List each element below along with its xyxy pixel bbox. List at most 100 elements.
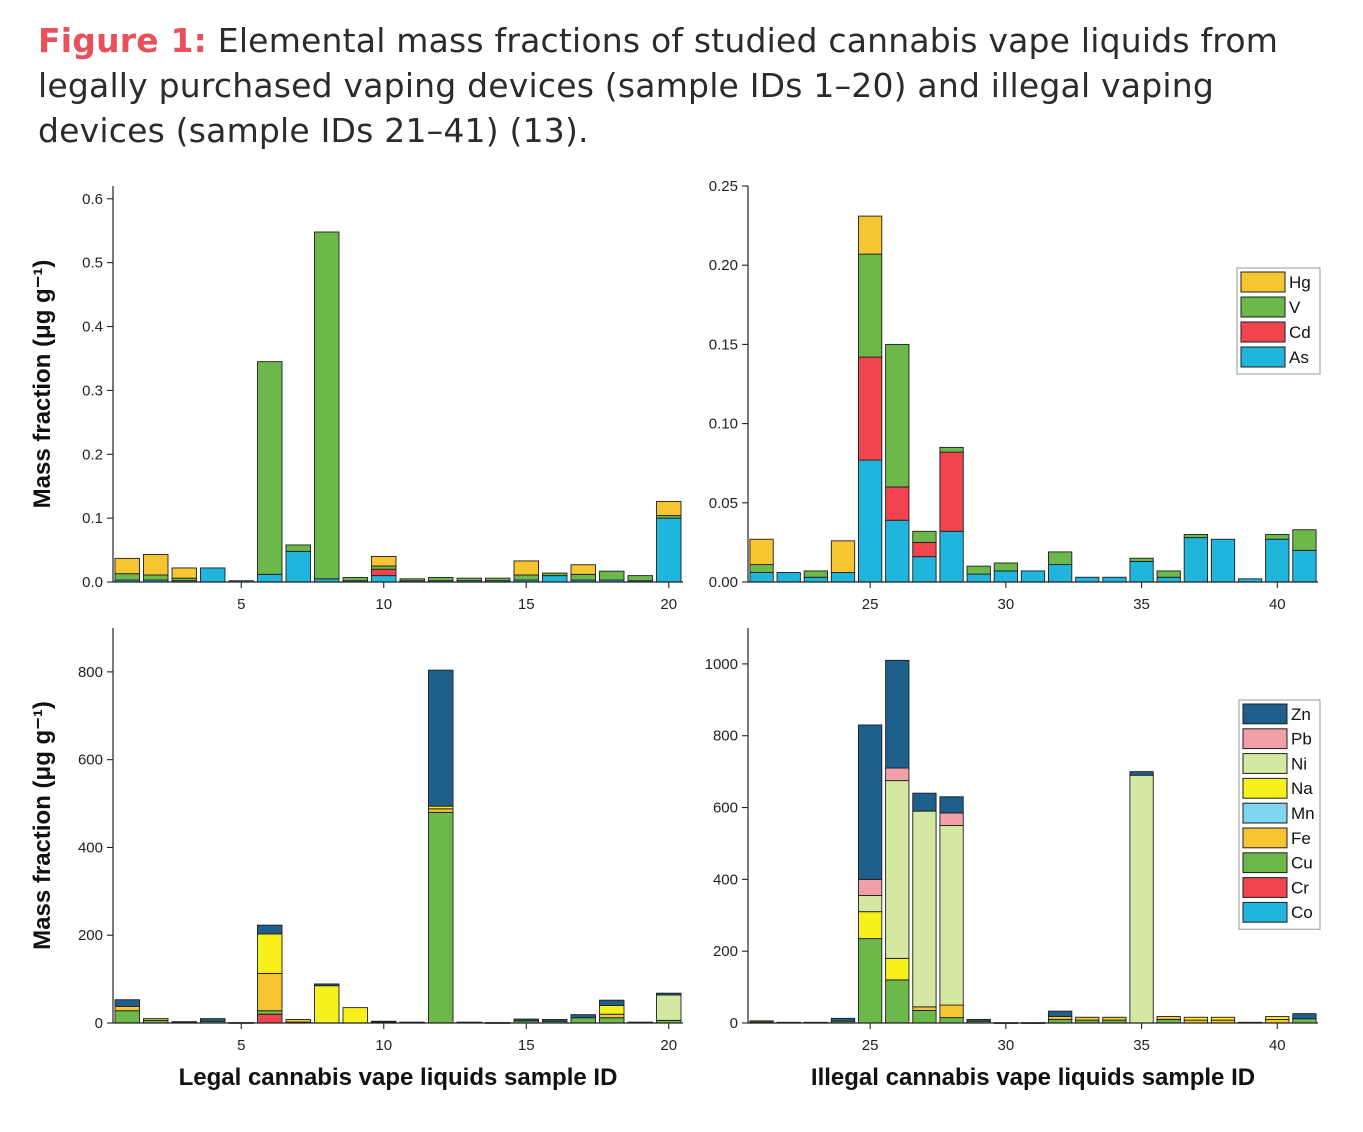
- bar-bottom-right-sample-28-Cu: [939, 1017, 964, 1024]
- y-tick-label: 0.5: [82, 255, 103, 272]
- bar-bottom-left-sample-7-Fe: [285, 1019, 311, 1023]
- bar-top-left-sample-17-V: [570, 573, 596, 581]
- bar-bottom-right-sample-25-Cu: [858, 938, 883, 1024]
- y-tick-label: 0.10: [709, 416, 738, 433]
- chart-bottom-left: 0 200 400 600 800 5 10 15 20 Mass fraction (μg g⁻…: [29, 628, 683, 1091]
- bar-top-left-sample-6-As: [257, 573, 283, 583]
- bar-bottom-right-sample-25-Na: [858, 911, 883, 940]
- bar-top-right-sample-31-As: [1020, 570, 1046, 583]
- bar-top-left-sample-3-Hg: [171, 567, 197, 579]
- bar-top-right-sample-37-As: [1183, 537, 1208, 583]
- bar-bottom-left-sample-1-Cu: [114, 1010, 140, 1024]
- y-tick-label: 0.20: [709, 257, 738, 274]
- bar-bottom-right-sample-27-Fe: [912, 1006, 937, 1011]
- bar-top-right-sample-26-V: [885, 343, 910, 488]
- bar-top-right-sample-27-Cd: [912, 541, 937, 558]
- bar-bottom-right-sample-36-Fe: [1156, 1016, 1181, 1020]
- legend-label-Cu: Cu: [1291, 854, 1313, 873]
- bar-top-left-sample-12-V: [428, 577, 454, 582]
- y-tick-label: 0: [95, 1015, 103, 1032]
- x-tick-label: 10: [375, 596, 392, 613]
- legend-label-Mn: Mn: [1291, 804, 1315, 823]
- bar-top-right-sample-41-As: [1292, 549, 1317, 583]
- y-tick-label: 400: [78, 839, 103, 856]
- legend-swatch-Na: [1242, 777, 1288, 799]
- x-tick-label: 30: [998, 596, 1015, 613]
- legend-label-Na: Na: [1291, 779, 1313, 798]
- legend-swatch-Cu: [1242, 852, 1288, 874]
- bar-top-left-sample-15-Hg: [513, 560, 539, 576]
- bar-bottom-right-sample-29-Zn: [966, 1018, 991, 1022]
- bar-bottom-right-sample-35-Ni: [1129, 774, 1154, 1024]
- bar-bottom-right-sample-28-Pb: [939, 812, 964, 826]
- bar-top-right-sample-28-As: [939, 530, 964, 583]
- bar-bottom-right-sample-25-Zn: [858, 724, 883, 880]
- x-axis-title-bottom-left: Legal cannabis vape liquids sample ID: [179, 1064, 618, 1091]
- bar-bottom-left-sample-1-Zn: [114, 999, 140, 1007]
- x-tick-label: 15: [518, 596, 535, 613]
- bar-bottom-right-sample-41-Cu: [1292, 1018, 1317, 1024]
- legend-label-Ni: Ni: [1291, 754, 1307, 773]
- y-tick-label: 0.0: [82, 574, 103, 591]
- bar-bottom-left-sample-18-Zn: [599, 999, 625, 1006]
- bar-top-left-sample-1-Hg: [114, 557, 140, 575]
- bar-bottom-right-sample-28-Fe: [939, 1004, 964, 1019]
- legend-label-Fe: Fe: [1291, 829, 1311, 848]
- legend-swatch-Co: [1242, 901, 1288, 923]
- bar-top-left-sample-9-V: [342, 577, 368, 582]
- x-tick-label: 25: [862, 596, 879, 613]
- bar-top-right-sample-40-V: [1265, 534, 1290, 540]
- bar-bottom-right-sample-32-Zn: [1048, 1010, 1073, 1017]
- legend-swatch-V: [1240, 296, 1286, 318]
- bar-top-right-sample-24-As: [830, 572, 856, 583]
- bar-top-right-sample-25-As: [858, 459, 883, 583]
- bar-bottom-left-sample-15-Zn: [513, 1018, 539, 1022]
- bar-top-left-sample-8-V: [314, 231, 340, 580]
- bar-bottom-right-sample-28-Zn: [939, 796, 964, 814]
- bar-top-right-sample-33-As: [1075, 576, 1100, 583]
- bar-bottom-left-sample-10-Fe: [371, 1020, 397, 1023]
- legend-label-V: V: [1289, 298, 1301, 317]
- bar-top-right-sample-35-As: [1129, 560, 1154, 583]
- y-tick-label: 0.6: [82, 191, 103, 208]
- y-tick-label: 0.25: [709, 178, 738, 195]
- y-tick-label: 0.4: [82, 319, 103, 336]
- x-tick-label: 25: [862, 1037, 879, 1054]
- legend-label-As: As: [1289, 348, 1309, 367]
- bar-bottom-right-sample-26-Pb: [885, 767, 910, 782]
- bar-bottom-left-sample-12-Fe: [428, 808, 454, 813]
- bar-top-right-sample-21-As: [749, 572, 774, 583]
- x-tick-label: 40: [1269, 596, 1286, 613]
- x-tick-label: 5: [237, 1037, 245, 1054]
- caption-lead: Figure 1:: [38, 21, 208, 60]
- bar-top-right-sample-37-V: [1183, 534, 1208, 539]
- bar-top-left-sample-20-As: [656, 517, 682, 583]
- bar-bottom-right-sample-37-Na: [1183, 1016, 1208, 1021]
- bar-top-left-sample-10-As: [371, 575, 397, 583]
- caption-text: Elemental mass fractions of studied cann…: [38, 21, 1279, 150]
- y-tick-label: 800: [713, 728, 738, 745]
- bar-top-left-sample-11-V: [399, 578, 425, 582]
- bar-bottom-left-sample-18-Na: [599, 1004, 625, 1015]
- bar-bottom-right-sample-21-Fe: [749, 1020, 774, 1023]
- bar-bottom-left-sample-8-Zn: [314, 983, 340, 987]
- y-tick-label: 0.3: [82, 382, 103, 399]
- bar-bottom-left-sample-8-Na: [314, 985, 340, 1024]
- bar-top-left-sample-13-V: [456, 577, 482, 582]
- legend-label-Co: Co: [1291, 903, 1313, 922]
- bar-top-left-sample-16-V: [542, 572, 568, 577]
- bar-bottom-left-sample-6-Fe: [257, 972, 283, 1012]
- bar-bottom-right-sample-26-Ni: [885, 780, 910, 959]
- bar-top-right-sample-30-As: [993, 570, 1018, 583]
- bar-bottom-left-sample-6-Cu: [257, 1010, 283, 1015]
- bar-bottom-right-sample-25-Pb: [858, 878, 883, 896]
- y-tick-label: 0.1: [82, 510, 103, 527]
- bar-top-right-sample-23-As: [803, 576, 828, 583]
- bar-top-right-sample-36-As: [1156, 576, 1181, 583]
- bar-top-right-sample-21-V: [749, 564, 774, 573]
- bar-bottom-right-sample-24-Zn: [830, 1017, 856, 1022]
- y-axis-title-bottom-left: Mass fraction (μg g⁻¹): [29, 701, 56, 950]
- bar-top-left-sample-20-Hg: [656, 501, 682, 517]
- bar-bottom-left-sample-17-Cu: [570, 1017, 596, 1024]
- bar-top-right-sample-21-Hg: [749, 538, 774, 566]
